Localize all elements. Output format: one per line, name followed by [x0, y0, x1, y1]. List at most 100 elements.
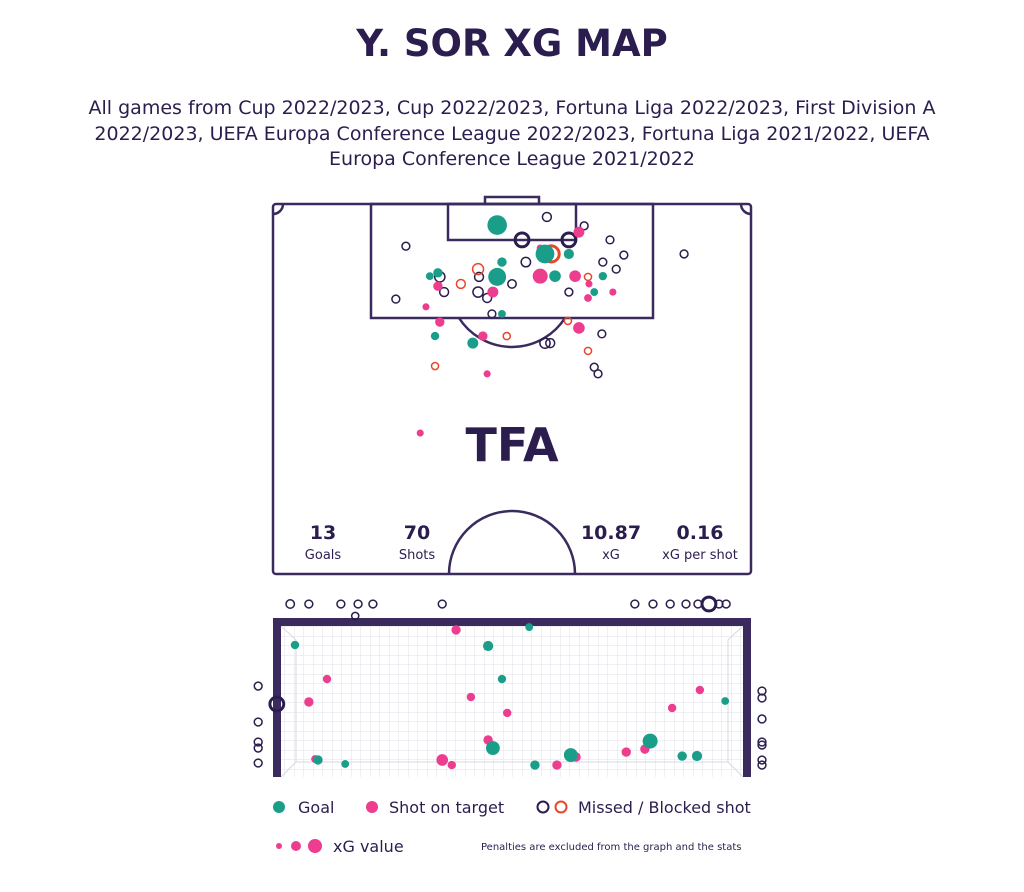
- shot-marker: [433, 281, 443, 291]
- shot-marker: [498, 309, 506, 318]
- shot-marker: [497, 257, 507, 267]
- missed-shot-marker: [583, 346, 593, 356]
- missed-shot-marker: [285, 599, 296, 609]
- missed-shot-marker: [455, 278, 467, 290]
- shot-marker: [563, 748, 578, 762]
- shot-marker: [488, 267, 507, 286]
- missed-shot-marker: [438, 286, 450, 298]
- shot-marker: [573, 226, 585, 238]
- shot-marker: [482, 640, 494, 652]
- missed-shot-marker: [583, 272, 593, 282]
- legend-symbol: [366, 801, 378, 813]
- missed-shot-marker: [507, 278, 517, 289]
- shot-marker: [425, 272, 434, 281]
- stat-label: xG: [602, 548, 620, 563]
- legend-label: Shot on target: [389, 798, 504, 817]
- missed-shot-marker: [757, 714, 767, 724]
- missed-shot-marker: [353, 599, 363, 609]
- shot-marker: [313, 755, 323, 765]
- missed-shot-marker: [589, 362, 599, 372]
- shot-marker: [590, 288, 599, 296]
- missed-shot-marker: [304, 599, 314, 609]
- missed-shot-marker: [611, 264, 621, 274]
- missed-shot-marker: [564, 287, 574, 297]
- shot-marker: [447, 760, 456, 770]
- goal-frame: [273, 618, 751, 778]
- size-legend-label: xG value: [333, 837, 404, 856]
- shot-marker: [677, 751, 687, 761]
- missed-shot-marker: [681, 599, 691, 609]
- missed-shot-marker: [253, 681, 263, 691]
- logo: TFA: [465, 418, 559, 472]
- shot-marker: [532, 268, 548, 284]
- missed-shot-marker: [648, 599, 658, 609]
- shot-marker: [485, 741, 500, 755]
- missed-shot-marker: [520, 256, 532, 268]
- shot-marker: [487, 286, 499, 298]
- shot-marker: [585, 280, 593, 288]
- missed-shot-marker: [757, 740, 767, 750]
- shot-marker: [609, 288, 617, 296]
- missed-shot-marker: [539, 337, 551, 349]
- missed-shot-marker: [336, 599, 346, 609]
- shot-marker: [549, 270, 561, 282]
- shot-marker: [503, 708, 512, 718]
- legend-symbol: [554, 800, 568, 814]
- stat-label: Shots: [399, 548, 436, 563]
- shot-marker: [430, 331, 440, 341]
- missed-shot-marker: [502, 331, 512, 341]
- missed-shot-marker: [268, 695, 286, 713]
- missed-shot-marker: [757, 737, 767, 747]
- missed-shot-marker: [560, 231, 578, 249]
- shot-marker: [573, 322, 585, 334]
- missed-shot-marker: [757, 693, 767, 703]
- shot-marker: [598, 271, 608, 281]
- shot-marker: [569, 270, 581, 282]
- shot-marker: [466, 692, 476, 702]
- shot-marker: [433, 268, 443, 278]
- shot-marker: [322, 674, 332, 684]
- stat-value: 70: [404, 522, 430, 544]
- shot-marker: [552, 760, 562, 770]
- missed-shot-marker: [605, 235, 615, 245]
- shot-marker: [478, 331, 488, 341]
- shot-marker: [497, 674, 507, 684]
- missed-shot-marker: [513, 231, 531, 249]
- missed-shot-marker: [579, 221, 589, 231]
- title: Y. SOR XG MAP: [355, 22, 667, 65]
- legend-label: Missed / Blocked shot: [578, 798, 751, 817]
- shot-marker: [535, 244, 555, 264]
- size-legend-symbol: [291, 841, 301, 851]
- missed-shot-marker: [598, 257, 608, 267]
- shot-marker: [667, 703, 677, 713]
- missed-shot-marker: [679, 249, 689, 259]
- missed-shot-marker: [401, 241, 411, 251]
- stat-label: xG per shot: [662, 548, 738, 563]
- shot-marker: [436, 754, 449, 766]
- subtitle: 2022/2023, UEFA Europa Conference League…: [94, 123, 929, 145]
- shot-marker: [487, 215, 507, 235]
- legend-symbol: [536, 800, 550, 814]
- subtitle: All games from Cup 2022/2023, Cup 2022/2…: [89, 97, 936, 119]
- missed-shot-marker: [487, 309, 497, 319]
- legend-symbol: [273, 801, 285, 813]
- shot-marker: [422, 303, 430, 311]
- shot-marker: [416, 429, 424, 437]
- missed-shot-marker: [545, 337, 556, 349]
- missed-shot-marker: [700, 595, 718, 613]
- shot-marker: [691, 750, 703, 762]
- missed-shot-marker: [757, 755, 767, 765]
- missed-shot-marker: [563, 316, 573, 326]
- missed-shot-marker: [472, 286, 484, 298]
- size-legend-symbol: [308, 839, 322, 853]
- missed-shot-marker: [665, 599, 675, 609]
- missed-shot-marker: [597, 329, 607, 339]
- missed-shot-marker: [253, 758, 263, 768]
- missed-shot-marker: [253, 717, 263, 727]
- legend-label: Goal: [298, 798, 334, 817]
- missed-shot-marker: [368, 599, 378, 609]
- stat-value: 0.16: [677, 522, 724, 544]
- shot-marker: [304, 697, 314, 707]
- missed-shot-marker: [757, 686, 767, 696]
